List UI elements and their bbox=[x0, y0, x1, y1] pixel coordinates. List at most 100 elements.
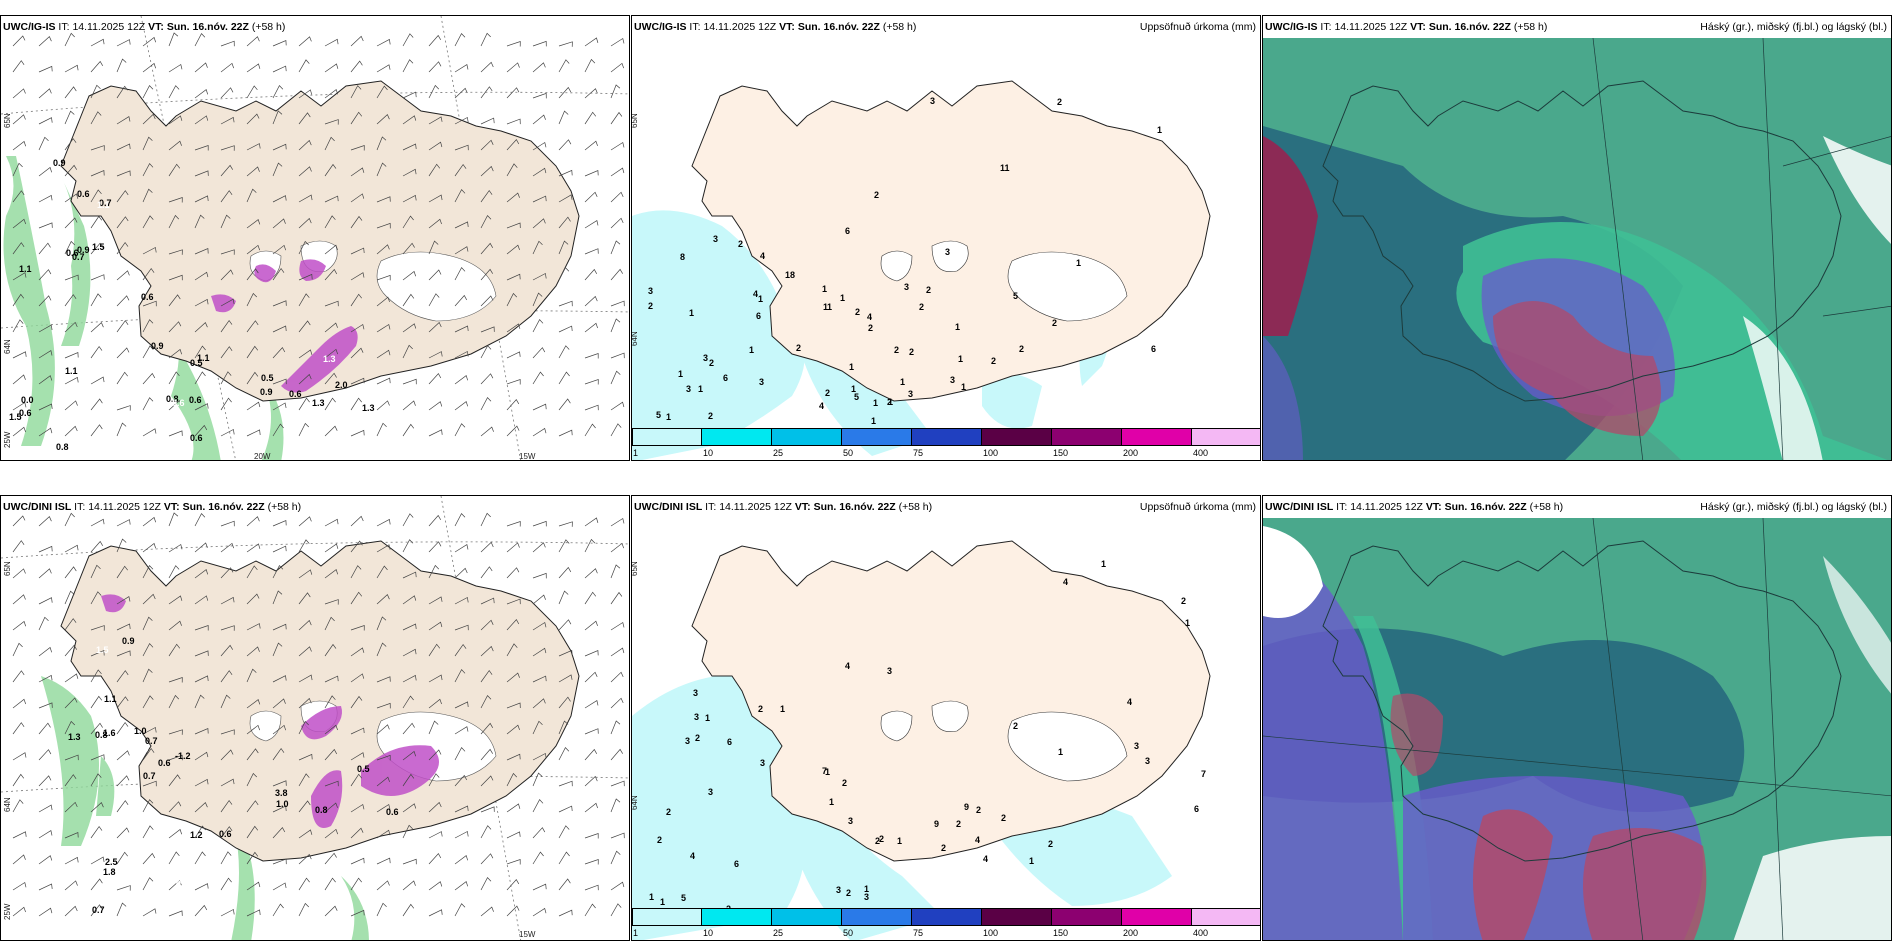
wind-barb bbox=[402, 33, 414, 47]
wind-barb bbox=[64, 274, 79, 281]
wind-barb bbox=[298, 349, 313, 359]
header-left: UWC/IG-IS IT: 14.11.2025 12Z VT: Sun. 16… bbox=[634, 21, 917, 33]
wind-barb bbox=[532, 371, 544, 385]
wind-barb bbox=[90, 145, 105, 151]
wind-barb bbox=[428, 564, 440, 579]
wind-barb bbox=[272, 698, 286, 709]
wind-barb bbox=[38, 775, 52, 787]
wind-barb bbox=[480, 877, 492, 891]
wind-barb bbox=[376, 724, 390, 735]
wind-barb bbox=[584, 671, 598, 683]
wind-barb bbox=[142, 36, 157, 47]
wind-barb bbox=[610, 111, 623, 125]
wind-barb bbox=[194, 371, 206, 385]
wind-barb bbox=[324, 195, 339, 203]
map-value-label: 1 bbox=[873, 398, 879, 408]
wind-barb bbox=[246, 800, 259, 813]
map-value-label: 3 bbox=[694, 712, 700, 722]
wind-barb bbox=[38, 295, 52, 307]
wind-barb bbox=[246, 166, 260, 177]
wind-barb bbox=[64, 754, 79, 761]
wind-barb bbox=[480, 853, 494, 865]
wind-barb bbox=[480, 512, 491, 527]
wind-barb bbox=[116, 347, 130, 359]
wind-barb bbox=[610, 217, 624, 229]
graticule bbox=[1263, 517, 1891, 940]
wind-barb bbox=[168, 32, 179, 47]
wind-barb bbox=[194, 170, 209, 177]
wind-barb bbox=[298, 877, 310, 891]
axis-label-lat: 64N bbox=[631, 331, 639, 346]
wind-barb bbox=[506, 222, 521, 229]
header-left: UWC/IG-IS IT: 14.11.2025 12Z VT: Sun. 16… bbox=[1265, 21, 1548, 33]
wind-barb bbox=[402, 824, 413, 839]
wind-barb bbox=[38, 117, 53, 125]
wind-barb bbox=[558, 240, 569, 255]
wind-barb bbox=[558, 878, 571, 891]
panel-header: UWC/IG-IS IT: 14.11.2025 12Z VT: Sun. 16… bbox=[1263, 16, 1891, 38]
wind-barb bbox=[142, 565, 154, 579]
wind-barb bbox=[12, 351, 27, 359]
wind-barb bbox=[12, 620, 27, 631]
map-value-label: 4 bbox=[975, 835, 981, 845]
map-value-label: 1 bbox=[955, 322, 961, 332]
map-value-label: 0.8 bbox=[56, 442, 69, 452]
wind-barb bbox=[194, 33, 206, 47]
wind-barb bbox=[90, 215, 103, 229]
wind-barb bbox=[168, 774, 181, 787]
map-value-label: 1 bbox=[1076, 258, 1082, 268]
wind-barb bbox=[194, 825, 206, 839]
wind-barb bbox=[454, 881, 469, 891]
map-value-label: 1 bbox=[1157, 125, 1163, 135]
wind-barb bbox=[116, 58, 127, 73]
wind-barb bbox=[142, 780, 157, 787]
map-value-label: 0.0 bbox=[176, 879, 189, 889]
wind-barb bbox=[64, 618, 77, 631]
wind-barb bbox=[168, 828, 183, 839]
wind-barb bbox=[272, 675, 287, 683]
map-value-label: 4 bbox=[753, 289, 759, 299]
wind-barb bbox=[402, 323, 417, 333]
wind-barb bbox=[428, 372, 442, 385]
wind-barb bbox=[350, 877, 362, 891]
map-value-label: 1.1 bbox=[104, 694, 117, 704]
wind-barb bbox=[428, 34, 442, 47]
map-value-label: 3 bbox=[1134, 741, 1140, 751]
wind-barb bbox=[454, 144, 469, 151]
wind-barb bbox=[324, 724, 338, 735]
wind-barb bbox=[90, 564, 101, 579]
wind-barb bbox=[558, 345, 570, 359]
wind-barb bbox=[298, 720, 309, 735]
wind-barb bbox=[116, 85, 128, 99]
wind-barb bbox=[402, 722, 415, 735]
wind-barb bbox=[610, 881, 625, 891]
wind-barb bbox=[142, 85, 154, 99]
wind-barb bbox=[12, 854, 26, 865]
wind-barb bbox=[194, 62, 208, 73]
wind-barb bbox=[584, 884, 599, 891]
wind-barb bbox=[298, 240, 309, 255]
map-value-label: 1.1 bbox=[19, 264, 32, 274]
map-bottom-right bbox=[1263, 496, 1891, 940]
wind-barb bbox=[38, 222, 53, 229]
wind-barb bbox=[220, 346, 233, 359]
wind-barb bbox=[324, 905, 338, 917]
wind-barb bbox=[246, 516, 260, 527]
wind-barb bbox=[90, 38, 105, 47]
wind-barb bbox=[428, 321, 442, 333]
wind-barb bbox=[12, 242, 25, 255]
panel-header: UWC/DINI ISL IT: 14.11.2025 12Z VT: Sun.… bbox=[632, 496, 1260, 518]
map-value-label: 2 bbox=[738, 239, 744, 249]
wind-barb bbox=[272, 195, 287, 203]
wind-barb bbox=[116, 775, 130, 787]
wind-barb bbox=[402, 674, 417, 683]
wind-barb bbox=[324, 136, 335, 151]
wind-barb bbox=[506, 41, 521, 47]
map-value-label: 0.6 bbox=[190, 433, 203, 443]
wind-barb bbox=[220, 164, 233, 177]
wind-barb bbox=[480, 541, 494, 553]
map-value-label: 3 bbox=[848, 816, 854, 826]
wind-barb bbox=[376, 676, 391, 683]
wind-barb bbox=[324, 543, 339, 553]
wind-barb bbox=[12, 906, 26, 917]
